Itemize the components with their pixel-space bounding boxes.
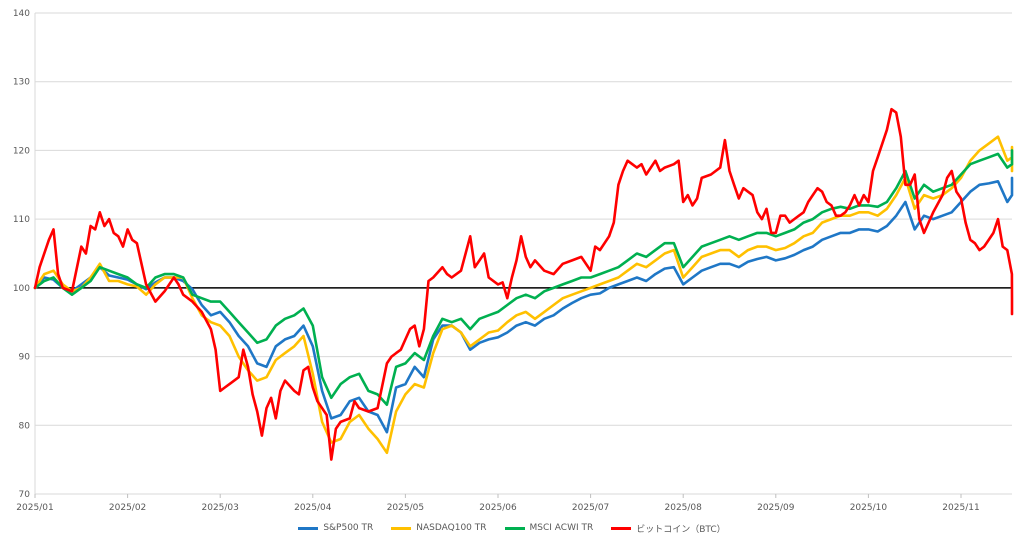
y-tick-label: 130 xyxy=(13,78,30,88)
x-tick-label: 2025/08 xyxy=(665,503,703,513)
x-tick-label: 2025/04 xyxy=(294,503,332,513)
legend-label: MSCI ACWI TR xyxy=(529,523,594,533)
y-tick-label: 110 xyxy=(13,215,30,225)
chart-legend: S&P500 TR NASDAQ100 TR MSCI ACWI TR ビットコイン（… xyxy=(0,518,1024,538)
series-line-2 xyxy=(33,149,1014,407)
legend-item: ビットコイン（BTC） xyxy=(611,522,726,535)
x-tick-label: 2025/07 xyxy=(572,503,609,513)
x-tick-label: 2025/10 xyxy=(850,503,888,513)
y-tick-label: 100 xyxy=(13,284,30,294)
x-tick-label: 2025/02 xyxy=(109,503,146,513)
legend-label: ビットコイン（BTC） xyxy=(636,524,726,535)
y-tick-label: 120 xyxy=(13,146,30,156)
legend-label: S&P500 TR xyxy=(323,523,374,533)
series-line-3 xyxy=(33,107,1014,461)
legend-item: MSCI ACWI TR xyxy=(504,523,594,533)
legend-swatch xyxy=(504,526,525,530)
y-tick-label: 140 xyxy=(13,9,30,19)
x-tick-label: 2025/11 xyxy=(942,503,979,513)
legend-item: S&P500 TR xyxy=(298,523,373,533)
x-tick-label: 2025/05 xyxy=(387,503,424,513)
axis-labels: 70 80 90 100 110 120 130 140 2025/01 2025/02 2025/… xyxy=(13,9,980,513)
x-tick-label: 2025/06 xyxy=(479,503,517,513)
x-tick-label: 2025/01 xyxy=(16,503,53,513)
series-line-0 xyxy=(33,176,1014,434)
y-tick-label: 70 xyxy=(19,490,31,500)
legend-swatch xyxy=(611,526,632,530)
y-tick-label: 90 xyxy=(19,353,31,363)
legend-label: NASDAQ100 TR xyxy=(416,523,487,533)
legend-item: NASDAQ100 TR xyxy=(391,523,487,533)
legend-swatch xyxy=(391,526,412,530)
y-tick-label: 80 xyxy=(19,421,31,431)
gridlines xyxy=(34,12,1012,498)
x-tick-label: 2025/03 xyxy=(202,503,239,513)
legend-swatch xyxy=(298,526,319,530)
x-tick-label: 2025/09 xyxy=(757,503,795,513)
series-lines xyxy=(33,107,1014,461)
